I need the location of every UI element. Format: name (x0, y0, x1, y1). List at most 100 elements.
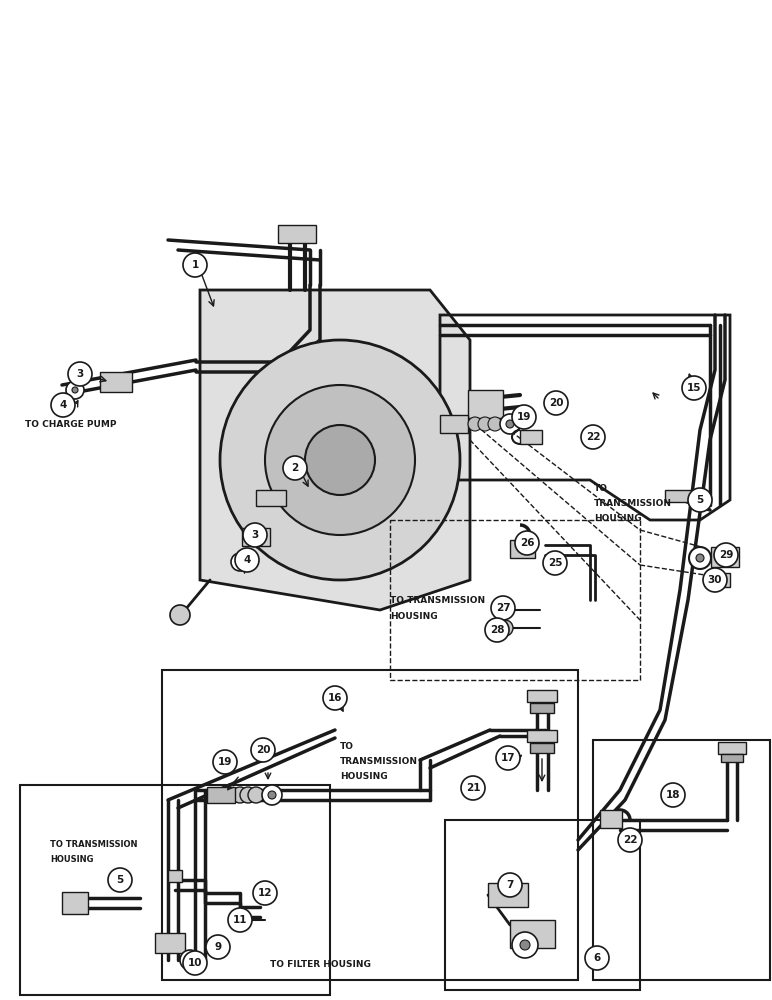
Circle shape (237, 559, 243, 565)
Circle shape (220, 340, 460, 580)
Text: HOUSING: HOUSING (50, 855, 93, 864)
FancyBboxPatch shape (510, 920, 555, 948)
Text: 3: 3 (76, 369, 83, 379)
Circle shape (253, 881, 277, 905)
Text: 16: 16 (328, 693, 342, 703)
FancyBboxPatch shape (721, 754, 743, 762)
FancyBboxPatch shape (62, 892, 88, 914)
Text: TO FILTER HOUSING: TO FILTER HOUSING (269, 960, 371, 969)
Circle shape (235, 548, 259, 572)
FancyBboxPatch shape (530, 703, 554, 713)
FancyBboxPatch shape (100, 372, 132, 392)
FancyBboxPatch shape (168, 870, 182, 882)
Text: 28: 28 (489, 625, 504, 635)
FancyBboxPatch shape (510, 540, 535, 558)
Circle shape (248, 787, 264, 803)
Circle shape (231, 913, 245, 927)
Text: 9: 9 (215, 942, 222, 952)
Circle shape (714, 543, 738, 567)
Circle shape (231, 553, 249, 571)
Text: TO CHARGE PUMP: TO CHARGE PUMP (25, 420, 117, 429)
Circle shape (183, 253, 207, 277)
Circle shape (478, 417, 492, 431)
Bar (445, 820, 640, 990)
Circle shape (496, 746, 520, 770)
Text: 7: 7 (506, 880, 513, 890)
Circle shape (500, 414, 520, 434)
Circle shape (485, 618, 509, 642)
Circle shape (186, 956, 194, 964)
Text: 29: 29 (719, 550, 733, 560)
Text: 4: 4 (243, 555, 251, 565)
Text: 12: 12 (258, 888, 273, 898)
Circle shape (585, 946, 609, 970)
Text: 26: 26 (520, 538, 534, 548)
Text: 22: 22 (623, 835, 637, 845)
Circle shape (661, 783, 685, 807)
Circle shape (498, 873, 522, 897)
Circle shape (183, 951, 207, 975)
FancyBboxPatch shape (711, 547, 739, 567)
Circle shape (520, 940, 530, 950)
FancyBboxPatch shape (665, 490, 695, 502)
Text: 20: 20 (256, 745, 270, 755)
Text: 20: 20 (549, 398, 564, 408)
Circle shape (506, 420, 514, 428)
Text: 21: 21 (466, 783, 480, 793)
FancyBboxPatch shape (527, 690, 557, 702)
Circle shape (213, 750, 237, 774)
Text: 19: 19 (218, 757, 232, 767)
Circle shape (703, 568, 727, 592)
Circle shape (228, 908, 252, 932)
Text: TO: TO (340, 742, 354, 751)
Circle shape (232, 787, 248, 803)
FancyBboxPatch shape (440, 415, 468, 433)
Text: 2: 2 (291, 463, 299, 473)
FancyBboxPatch shape (705, 573, 730, 587)
Circle shape (618, 828, 642, 852)
Text: 25: 25 (548, 558, 562, 568)
Polygon shape (200, 290, 470, 610)
Circle shape (461, 776, 485, 800)
Circle shape (108, 868, 132, 892)
Circle shape (689, 547, 711, 569)
FancyBboxPatch shape (207, 787, 235, 803)
Circle shape (543, 551, 567, 575)
Circle shape (491, 596, 515, 620)
FancyBboxPatch shape (256, 490, 286, 506)
Circle shape (66, 381, 84, 399)
Text: TO: TO (594, 484, 608, 493)
FancyBboxPatch shape (155, 933, 185, 953)
FancyBboxPatch shape (527, 730, 557, 742)
Circle shape (544, 391, 568, 415)
Text: TRANSMISSION: TRANSMISSION (594, 499, 672, 508)
Circle shape (262, 785, 282, 805)
FancyBboxPatch shape (718, 742, 746, 754)
Circle shape (68, 362, 92, 386)
Circle shape (688, 488, 712, 512)
Bar (593, 740, 770, 980)
Circle shape (305, 425, 375, 495)
Text: 17: 17 (501, 753, 516, 763)
Circle shape (696, 554, 704, 562)
FancyBboxPatch shape (600, 810, 622, 828)
FancyBboxPatch shape (468, 390, 503, 418)
Text: 30: 30 (708, 575, 723, 585)
Text: 1: 1 (191, 260, 198, 270)
Text: 6: 6 (594, 953, 601, 963)
Circle shape (497, 620, 513, 636)
FancyBboxPatch shape (242, 528, 270, 546)
Text: 4: 4 (59, 400, 66, 410)
Text: 18: 18 (665, 790, 680, 800)
Text: TO TRANSMISSION: TO TRANSMISSION (390, 596, 485, 605)
Circle shape (323, 686, 347, 710)
Text: HOUSING: HOUSING (390, 612, 438, 621)
Circle shape (170, 605, 190, 625)
Circle shape (682, 376, 706, 400)
FancyBboxPatch shape (278, 225, 316, 243)
FancyBboxPatch shape (488, 883, 528, 907)
Text: TRANSMISSION: TRANSMISSION (340, 757, 418, 766)
Circle shape (180, 950, 200, 970)
Text: 11: 11 (232, 915, 247, 925)
Circle shape (51, 393, 75, 417)
